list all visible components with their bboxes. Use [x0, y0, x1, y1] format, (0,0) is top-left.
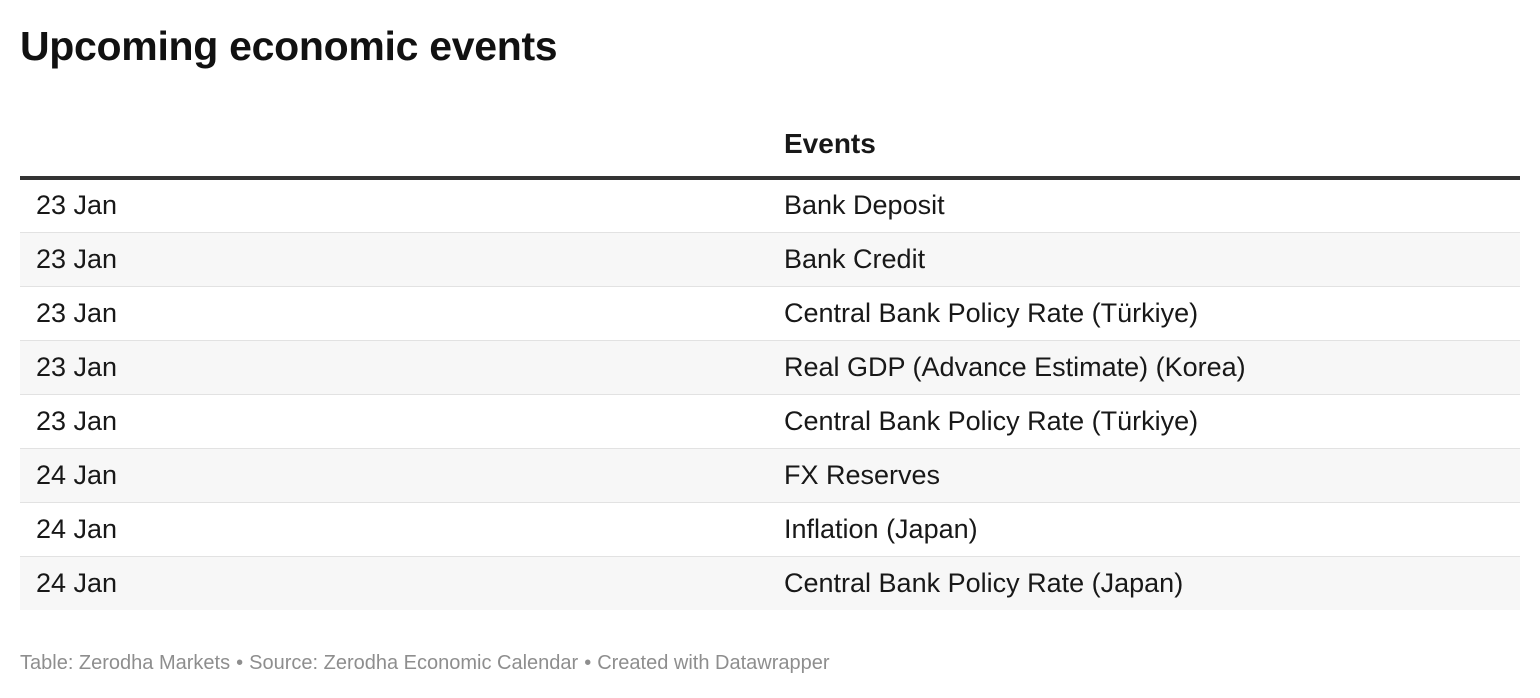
table-row: 24 Jan FX Reserves	[20, 448, 1520, 503]
table-credit: Table: Zerodha Markets	[20, 652, 231, 674]
cell-event: Central Bank Policy Rate (Türkiye)	[768, 286, 1520, 341]
cell-event: Real GDP (Advance Estimate) (Korea)	[768, 340, 1520, 395]
cell-event: Inflation (Japan)	[768, 502, 1520, 557]
cell-date: 23 Jan	[20, 340, 768, 395]
cell-date: 24 Jan	[20, 502, 768, 557]
created-with-credit: Created with Datawrapper	[597, 652, 830, 674]
table-row: 23 Jan Central Bank Policy Rate (Türkiye)	[20, 286, 1520, 341]
table-body: 23 Jan Bank Deposit 23 Jan Bank Credit 23 Ja…	[20, 178, 1520, 610]
cell-date: 24 Jan	[20, 556, 768, 610]
table-row: 24 Jan Central Bank Policy Rate (Japan)	[20, 556, 1520, 610]
footer-credits: Table: Zerodha Markets • Source: Zerodha E…	[20, 652, 830, 675]
cell-event: Bank Deposit	[768, 178, 1520, 233]
cell-date: 23 Jan	[20, 178, 768, 233]
table-header-row: Events	[20, 104, 1520, 180]
footer-separator: •	[236, 652, 244, 674]
table-row: 24 Jan Inflation (Japan)	[20, 502, 1520, 557]
page-title: Upcoming economic events	[20, 23, 558, 69]
cell-date: 23 Jan	[20, 286, 768, 341]
table-row: 23 Jan Real GDP (Advance Estimate) (Korea…	[20, 340, 1520, 395]
column-header-date	[20, 104, 768, 180]
table-row: 23 Jan Central Bank Policy Rate (Türkiye)	[20, 394, 1520, 449]
cell-event: Central Bank Policy Rate (Türkiye)	[768, 394, 1520, 449]
table-row: 23 Jan Bank Deposit	[20, 178, 1520, 233]
source-credit: Source: Zerodha Economic Calendar	[249, 652, 579, 674]
cell-date: 23 Jan	[20, 394, 768, 449]
table-row: 23 Jan Bank Credit	[20, 232, 1520, 287]
footer-separator: •	[584, 652, 592, 674]
events-table: Events 23 Jan Bank Deposit 23 Jan Bank Cred…	[20, 104, 1520, 610]
column-header-events: Events	[768, 104, 1520, 180]
cell-date: 24 Jan	[20, 448, 768, 503]
cell-date: 23 Jan	[20, 232, 768, 287]
cell-event: FX Reserves	[768, 448, 1520, 503]
cell-event: Bank Credit	[768, 232, 1520, 287]
cell-event: Central Bank Policy Rate (Japan)	[768, 556, 1520, 610]
